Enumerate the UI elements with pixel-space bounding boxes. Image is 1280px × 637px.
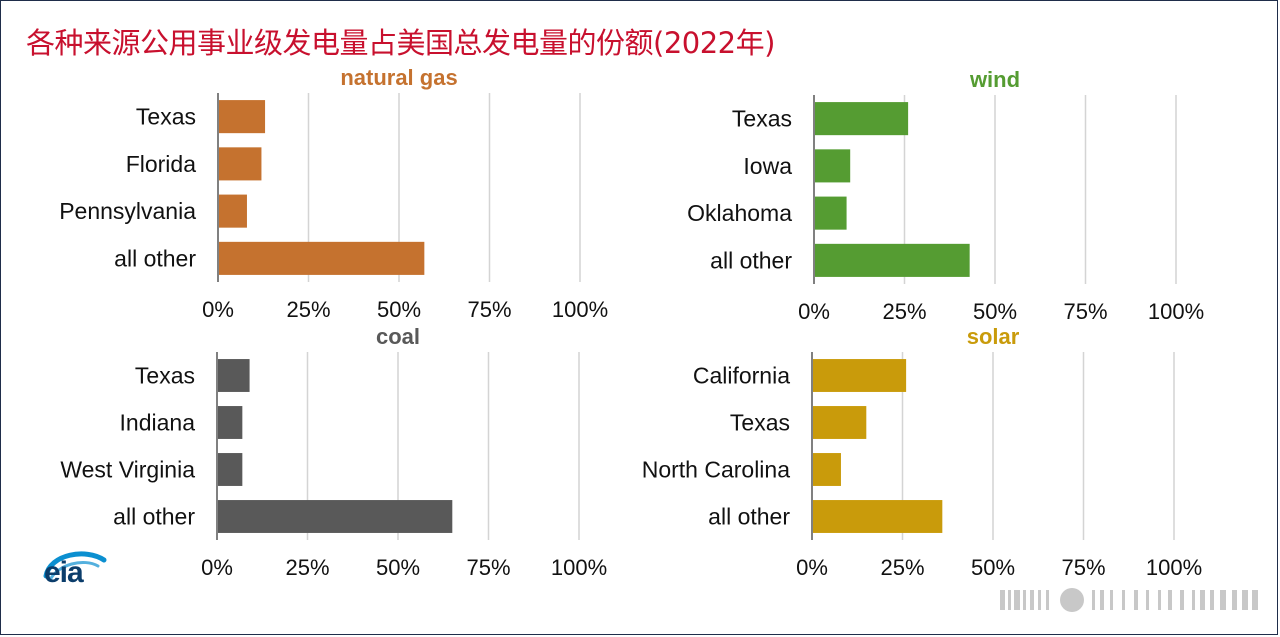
eia-logo-text: eia xyxy=(44,556,84,589)
bar-coal-all-other xyxy=(218,500,453,533)
panel-title-coal: coal xyxy=(376,324,420,349)
eia-logo-icon xyxy=(43,551,107,582)
category-label: Texas xyxy=(136,104,196,130)
watermark-barcode-icon xyxy=(1000,588,1258,612)
panel-title-wind: wind xyxy=(969,67,1020,92)
bar-solar-texas xyxy=(813,406,867,439)
category-label: Texas xyxy=(730,410,790,436)
x-tick-label: 50% xyxy=(376,555,420,580)
panel-title-natural-gas: natural gas xyxy=(340,65,457,90)
x-tick-label: 25% xyxy=(882,299,926,324)
x-tick-label: 100% xyxy=(1146,555,1202,580)
category-label: California xyxy=(693,363,790,389)
category-label: Oklahoma xyxy=(687,200,792,226)
category-label: all other xyxy=(113,504,195,530)
x-tick-label: 50% xyxy=(973,299,1017,324)
bar-wind-all-other xyxy=(815,243,970,277)
x-tick-label: 75% xyxy=(1061,555,1105,580)
bar-solar-all-other xyxy=(813,500,943,533)
bar-natural-gas-texas xyxy=(219,100,266,134)
bar-natural-gas-pennsylvania xyxy=(219,194,247,228)
bar-solar-california xyxy=(813,359,907,392)
category-label: Texas xyxy=(135,363,195,389)
x-tick-label: 25% xyxy=(880,555,924,580)
x-tick-label: 50% xyxy=(377,297,421,322)
x-tick-label: 75% xyxy=(1063,299,1107,324)
x-tick-label: 0% xyxy=(796,555,828,580)
x-tick-label: 25% xyxy=(286,297,330,322)
category-label: Florida xyxy=(126,151,197,177)
bar-coal-indiana xyxy=(218,406,243,439)
panel-title-solar: solar xyxy=(967,324,1020,349)
category-label: Iowa xyxy=(743,153,792,179)
x-tick-label: 25% xyxy=(285,555,329,580)
x-tick-label: 50% xyxy=(971,555,1015,580)
x-tick-label: 75% xyxy=(467,297,511,322)
x-tick-label: 75% xyxy=(466,555,510,580)
bar-wind-oklahoma xyxy=(815,196,847,230)
x-tick-label: 0% xyxy=(201,555,233,580)
bar-solar-north-carolina xyxy=(813,453,841,486)
bar-coal-west-virginia xyxy=(218,453,243,486)
x-tick-label: 100% xyxy=(552,297,608,322)
bar-wind-iowa xyxy=(815,149,851,183)
chart-title: 各种来源公用事业级发电量占美国总发电量的份额(2022年) xyxy=(26,26,775,60)
bar-wind-texas xyxy=(815,102,909,136)
category-label: all other xyxy=(114,245,196,271)
category-label: Pennsylvania xyxy=(59,198,196,224)
category-label: all other xyxy=(708,504,790,530)
category-label: West Virginia xyxy=(60,457,195,483)
x-tick-label: 0% xyxy=(798,299,830,324)
x-tick-label: 100% xyxy=(551,555,607,580)
category-label: Indiana xyxy=(120,410,196,436)
category-label: North Carolina xyxy=(642,457,790,483)
bar-natural-gas-all-other xyxy=(219,241,425,275)
x-tick-label: 100% xyxy=(1148,299,1204,324)
bar-coal-texas xyxy=(218,359,250,392)
bar-natural-gas-florida xyxy=(219,147,262,181)
x-tick-label: 0% xyxy=(202,297,234,322)
category-label: Texas xyxy=(732,106,792,132)
category-label: all other xyxy=(710,247,792,273)
